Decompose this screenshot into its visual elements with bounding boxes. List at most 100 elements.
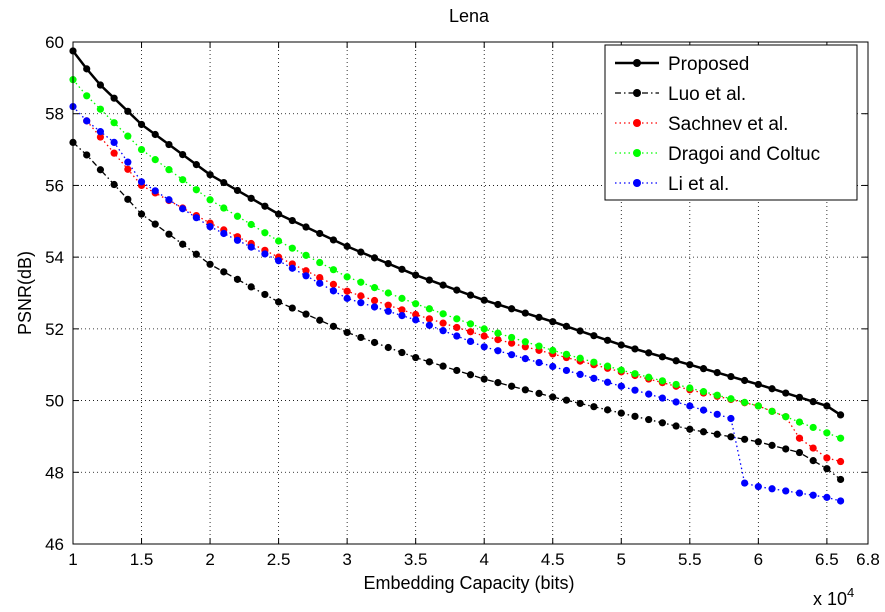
data-point	[425, 315, 433, 323]
data-point	[658, 419, 667, 427]
data-point	[562, 322, 571, 330]
data-point	[713, 430, 721, 438]
data-point	[686, 384, 694, 392]
x-tick-label: 5.5	[678, 550, 702, 569]
data-point	[617, 366, 625, 374]
data-point	[247, 243, 255, 251]
data-point	[631, 386, 639, 394]
data-point	[631, 370, 639, 378]
data-point	[316, 316, 324, 324]
data-point	[617, 341, 625, 349]
data-point	[521, 343, 529, 351]
y-tick-label: 52	[45, 320, 64, 339]
data-point	[754, 438, 762, 446]
data-point	[316, 273, 324, 282]
data-point	[275, 257, 283, 265]
data-point	[658, 377, 667, 385]
data-point	[453, 323, 461, 332]
y-tick-label: 50	[45, 392, 64, 411]
data-point	[727, 414, 735, 423]
data-point	[384, 301, 392, 309]
data-point	[384, 289, 392, 297]
data-point	[179, 205, 187, 213]
data-point	[357, 299, 365, 307]
data-point	[466, 291, 475, 299]
plot-frame	[72, 41, 869, 545]
data-point	[590, 374, 598, 382]
data-point	[425, 358, 433, 366]
data-point	[412, 353, 420, 362]
data-point	[357, 292, 365, 300]
data-point	[370, 303, 379, 311]
data-point	[727, 395, 735, 403]
x-axis-multiplier-base: x 10	[813, 589, 847, 609]
data-point	[261, 202, 269, 210]
legend-label: Luo et al.	[668, 84, 746, 105]
data-point	[768, 485, 776, 493]
data-point	[645, 349, 653, 357]
data-point	[275, 237, 283, 245]
data-point	[206, 260, 214, 268]
x-tick-label: 1.5	[130, 550, 154, 569]
x-tick-label: 4	[479, 550, 488, 569]
data-point	[741, 435, 749, 443]
data-point	[83, 92, 91, 100]
data-point	[137, 210, 146, 218]
data-point	[521, 309, 529, 317]
data-point	[370, 284, 379, 292]
data-point	[233, 236, 242, 244]
data-point	[836, 411, 845, 419]
data-point	[508, 382, 516, 390]
data-point	[343, 242, 351, 250]
x-tick-label: 6	[754, 550, 763, 569]
series-line	[72, 79, 841, 439]
data-point	[247, 220, 255, 229]
data-point	[151, 187, 159, 195]
data-point	[562, 366, 571, 375]
data-point	[782, 487, 790, 495]
data-point	[329, 280, 338, 288]
data-point	[261, 250, 269, 258]
y-tick-label: 48	[45, 463, 64, 482]
data-point	[631, 412, 639, 420]
data-point	[288, 216, 296, 225]
x-tick-label: 2	[205, 550, 214, 569]
grid	[73, 42, 868, 544]
data-point	[823, 493, 831, 501]
data-point	[603, 378, 612, 386]
data-point	[549, 346, 557, 354]
axis-ticks: 1 1.5 2 2.5 3 3.5 4 4.5 5 5.5 6 6.5 6.8 46 48 50 52 54 56 5…	[45, 33, 880, 569]
data-point	[288, 244, 296, 252]
y-tick-label: 54	[45, 248, 64, 267]
data-point	[96, 128, 105, 136]
data-point	[439, 281, 447, 289]
data-point	[494, 347, 502, 355]
legend-marker	[633, 59, 641, 67]
data-point	[316, 279, 324, 287]
data-point	[343, 328, 351, 337]
legend-label: Li et al.	[668, 174, 729, 195]
legend: Proposed Luo et al. Sachnev et al. Dragoi a…	[604, 44, 858, 201]
data-point	[370, 254, 379, 262]
data-point	[836, 497, 845, 505]
legend-label: Dragoi and Coltuc	[668, 144, 820, 165]
data-point	[425, 321, 433, 329]
data-point	[590, 358, 598, 366]
data-point	[425, 305, 433, 313]
data-point	[302, 267, 310, 275]
series-3	[69, 76, 845, 442]
data-point	[151, 220, 159, 228]
data-point	[836, 475, 845, 484]
data-point	[795, 489, 804, 497]
data-point	[590, 403, 598, 411]
x-tick-label: 3.5	[404, 550, 428, 569]
data-point	[398, 265, 406, 273]
data-point	[453, 315, 461, 323]
data-point	[275, 210, 283, 218]
data-point	[453, 286, 461, 294]
series-line	[72, 141, 841, 480]
data-point	[357, 248, 365, 256]
data-point	[398, 306, 406, 314]
legend-label: Sachnev et al.	[668, 114, 788, 135]
data-point	[699, 406, 708, 414]
